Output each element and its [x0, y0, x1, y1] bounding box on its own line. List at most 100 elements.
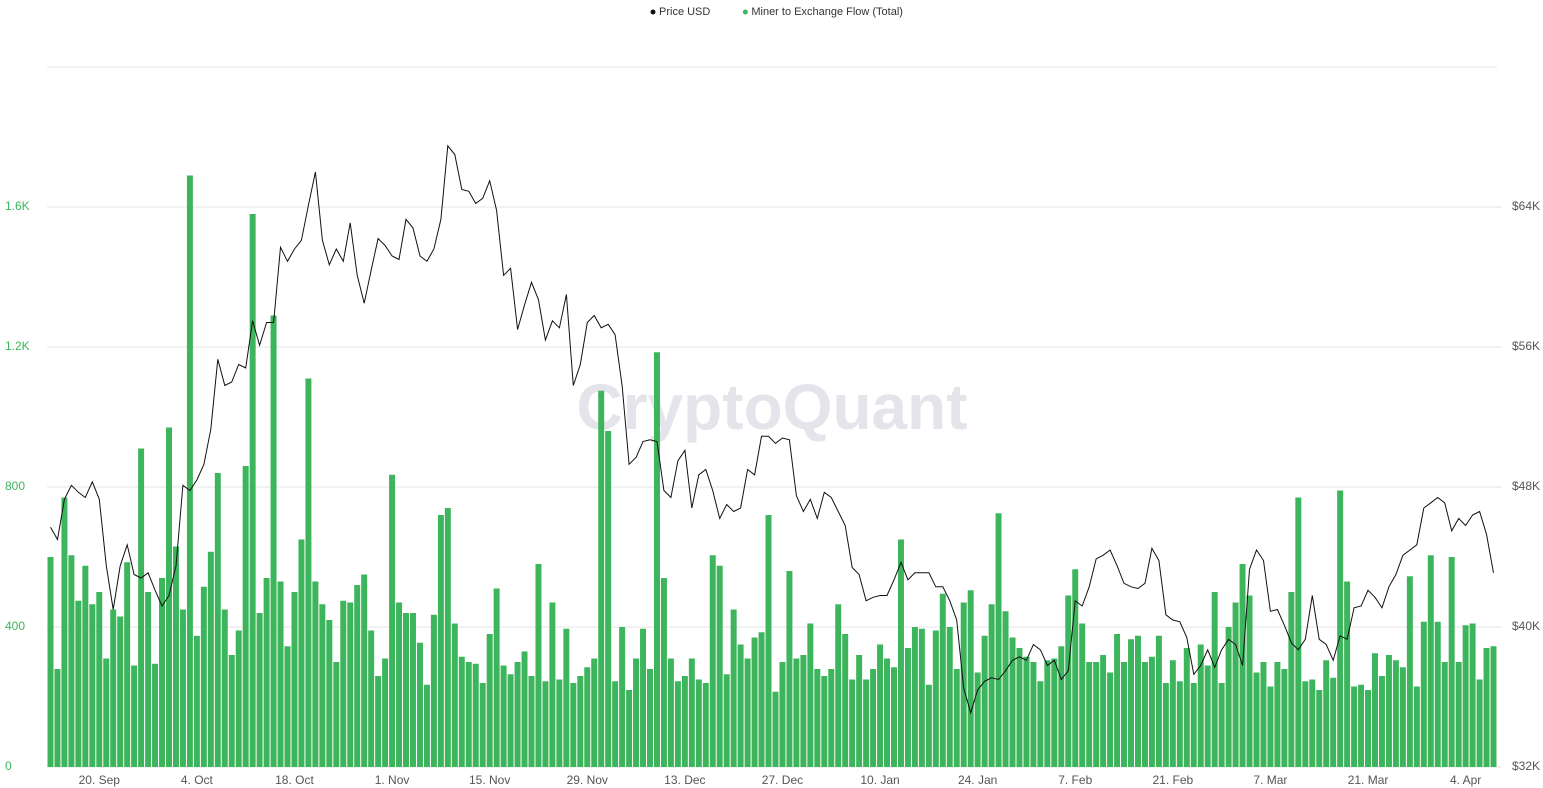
bar	[925, 684, 932, 767]
bar	[1378, 676, 1385, 767]
x-tick-label: 29. Nov	[567, 773, 608, 787]
bar	[403, 613, 409, 767]
bar	[1009, 637, 1016, 767]
x-tick-label: 18. Oct	[275, 773, 314, 787]
bar	[1476, 679, 1483, 767]
bar	[1462, 625, 1469, 767]
bar	[605, 431, 612, 767]
x-tick-label: 10. Jan	[860, 773, 899, 787]
bar	[1337, 490, 1344, 767]
bar	[877, 644, 884, 767]
bar	[556, 679, 563, 767]
bar	[82, 565, 89, 767]
bar	[521, 651, 528, 767]
bar	[361, 574, 368, 767]
bar	[207, 551, 214, 767]
bar	[61, 497, 68, 767]
y2-tick-label: $32K	[1512, 759, 1540, 773]
bar	[312, 581, 319, 767]
bar	[793, 658, 800, 767]
bar	[716, 565, 723, 767]
bar	[319, 604, 326, 767]
bar	[528, 676, 535, 767]
bar	[619, 627, 626, 767]
bar	[263, 578, 270, 767]
bar	[1197, 644, 1204, 767]
bar	[472, 663, 479, 767]
legend-label: Price USD	[659, 6, 710, 18]
y-tick-label: 400	[5, 619, 25, 633]
bar	[159, 578, 166, 767]
bar	[242, 466, 249, 767]
bar	[486, 634, 493, 767]
bar	[410, 613, 416, 767]
bar	[124, 562, 131, 767]
bar	[235, 630, 242, 767]
bar	[389, 474, 396, 767]
bar	[891, 667, 897, 767]
bar	[1162, 683, 1169, 767]
bar	[1135, 635, 1141, 767]
bar	[68, 555, 75, 767]
bar	[681, 676, 688, 767]
bar	[423, 684, 430, 767]
bar	[918, 628, 925, 767]
bar	[1044, 660, 1051, 767]
bar	[563, 628, 570, 767]
y2-tick-label: $56K	[1512, 339, 1540, 353]
bar	[1344, 581, 1351, 767]
x-tick-label: 21. Feb	[1152, 773, 1193, 787]
bar	[647, 669, 653, 767]
bar	[709, 555, 716, 767]
bar	[284, 646, 291, 767]
bar	[723, 674, 730, 767]
bar	[354, 585, 361, 767]
bar	[821, 676, 828, 767]
bar	[870, 669, 877, 767]
bar	[396, 602, 403, 767]
bar	[1114, 634, 1121, 767]
bar	[695, 679, 702, 767]
bar	[277, 581, 284, 767]
bar	[1030, 662, 1037, 767]
bar	[298, 539, 305, 767]
bar	[688, 658, 695, 767]
x-tick-label: 13. Dec	[664, 773, 705, 787]
bar	[416, 642, 423, 767]
bar	[1121, 662, 1128, 767]
bar	[904, 648, 911, 767]
bar	[828, 669, 835, 767]
bar	[1169, 660, 1176, 767]
bar	[1107, 672, 1114, 767]
bar	[444, 508, 451, 767]
bar	[514, 662, 521, 767]
legend-marker	[742, 9, 748, 15]
bar	[1211, 592, 1218, 767]
bar	[653, 352, 660, 767]
bar	[451, 623, 458, 767]
bar	[730, 609, 737, 767]
bar	[667, 658, 674, 767]
bar	[249, 214, 256, 767]
bar	[849, 679, 856, 767]
bar	[584, 667, 591, 767]
bar	[897, 539, 904, 767]
watermark: CryptoQuant	[576, 371, 967, 443]
bar	[1267, 686, 1274, 767]
x-tick-label: 7. Mar	[1253, 773, 1287, 787]
bar	[1079, 623, 1086, 767]
bar	[1016, 648, 1023, 767]
bar	[1281, 669, 1288, 767]
bar	[640, 628, 647, 767]
bar	[152, 663, 159, 767]
x-tick-label: 24. Jan	[958, 773, 997, 787]
x-tick-label: 7. Feb	[1058, 773, 1092, 787]
bar	[779, 662, 786, 767]
bar	[465, 662, 472, 767]
bar	[1358, 684, 1365, 767]
bar	[674, 681, 681, 767]
bar	[995, 513, 1002, 767]
y2-tick-label: $40K	[1512, 619, 1540, 633]
x-tick-label: 27. Dec	[762, 773, 803, 787]
